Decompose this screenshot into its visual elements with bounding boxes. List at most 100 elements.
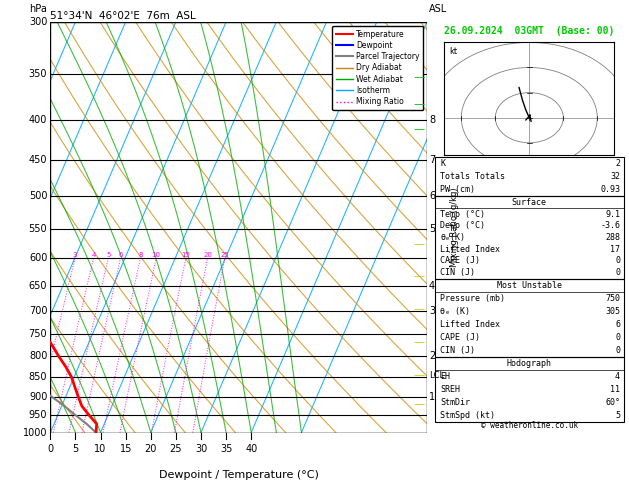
Bar xyxy=(435,157,624,196)
Text: 2: 2 xyxy=(429,351,435,362)
Text: 32: 32 xyxy=(610,173,620,181)
Text: CAPE (J): CAPE (J) xyxy=(440,332,481,342)
Text: 4: 4 xyxy=(91,252,96,258)
Text: 17: 17 xyxy=(610,245,620,254)
Text: —: — xyxy=(413,99,425,109)
Text: 1000: 1000 xyxy=(23,428,47,437)
Text: 5: 5 xyxy=(72,444,79,454)
Text: StmSpd (kt): StmSpd (kt) xyxy=(440,411,496,420)
Text: 300: 300 xyxy=(29,17,47,27)
Text: Pressure (mb): Pressure (mb) xyxy=(440,294,506,303)
Text: 7: 7 xyxy=(429,155,435,165)
Text: Dewp (°C): Dewp (°C) xyxy=(440,221,486,230)
Text: -3.6: -3.6 xyxy=(600,221,620,230)
Text: —: — xyxy=(413,399,425,409)
Text: 650: 650 xyxy=(29,280,47,291)
Text: —: — xyxy=(413,337,425,347)
Legend: Temperature, Dewpoint, Parcel Trajectory, Dry Adiabat, Wet Adiabat, Isotherm, Mi: Temperature, Dewpoint, Parcel Trajectory… xyxy=(332,26,423,110)
Text: 600: 600 xyxy=(29,253,47,263)
Text: —: — xyxy=(413,72,425,82)
Text: 6: 6 xyxy=(118,252,123,258)
Text: Dewpoint / Temperature (°C): Dewpoint / Temperature (°C) xyxy=(159,469,319,480)
Text: 26.09.2024  03GMT  (Base: 00): 26.09.2024 03GMT (Base: 00) xyxy=(444,26,615,36)
Text: SREH: SREH xyxy=(440,385,460,394)
Text: Surface: Surface xyxy=(512,198,547,207)
Text: Lifted Index: Lifted Index xyxy=(440,320,501,329)
Text: 25: 25 xyxy=(170,444,182,454)
Text: 6: 6 xyxy=(429,191,435,201)
Text: 0: 0 xyxy=(615,332,620,342)
Text: 450: 450 xyxy=(29,155,47,165)
Text: 950: 950 xyxy=(29,410,47,420)
Text: Totals Totals: Totals Totals xyxy=(440,173,506,181)
Text: 11: 11 xyxy=(610,385,620,394)
Text: —: — xyxy=(413,304,425,314)
Text: 4: 4 xyxy=(429,280,435,291)
Text: 800: 800 xyxy=(29,351,47,362)
Text: 8: 8 xyxy=(138,252,143,258)
Text: 60°: 60° xyxy=(605,398,620,407)
Text: 30: 30 xyxy=(195,444,207,454)
Text: Hodograph: Hodograph xyxy=(507,359,552,367)
Text: 25: 25 xyxy=(220,252,229,258)
Text: km
ASL: km ASL xyxy=(429,0,447,14)
Text: 1: 1 xyxy=(429,392,435,401)
Text: 288: 288 xyxy=(605,233,620,242)
Text: 5: 5 xyxy=(429,224,435,234)
Text: 5: 5 xyxy=(615,411,620,420)
Text: 750: 750 xyxy=(605,294,620,303)
Text: 350: 350 xyxy=(29,69,47,79)
Text: 0.93: 0.93 xyxy=(600,185,620,194)
Bar xyxy=(435,278,624,357)
Text: θₑ(K): θₑ(K) xyxy=(440,233,465,242)
Text: 750: 750 xyxy=(29,330,47,339)
Text: 0: 0 xyxy=(615,268,620,277)
Text: 0: 0 xyxy=(47,444,53,454)
Text: hPa: hPa xyxy=(30,4,47,14)
Text: 3: 3 xyxy=(429,306,435,316)
Text: 8: 8 xyxy=(429,115,435,125)
Text: 4: 4 xyxy=(615,372,620,381)
Text: 40: 40 xyxy=(245,444,257,454)
Text: CIN (J): CIN (J) xyxy=(440,268,476,277)
Text: 6: 6 xyxy=(615,320,620,329)
Text: 700: 700 xyxy=(29,306,47,316)
Text: —: — xyxy=(413,272,425,281)
Text: Temp (°C): Temp (°C) xyxy=(440,209,486,219)
Text: 10: 10 xyxy=(152,252,160,258)
Bar xyxy=(435,357,624,422)
Text: 35: 35 xyxy=(220,444,232,454)
Text: Mixing Ratio (g/kg): Mixing Ratio (g/kg) xyxy=(450,188,459,267)
Text: 305: 305 xyxy=(605,307,620,315)
Text: K: K xyxy=(440,159,445,168)
Text: 0: 0 xyxy=(615,257,620,265)
Text: —: — xyxy=(413,239,425,249)
Text: 0: 0 xyxy=(615,346,620,355)
Text: 3: 3 xyxy=(73,252,77,258)
Bar xyxy=(435,196,624,278)
Text: CIN (J): CIN (J) xyxy=(440,346,476,355)
Text: Lifted Index: Lifted Index xyxy=(440,245,501,254)
Text: θₑ (K): θₑ (K) xyxy=(440,307,470,315)
Text: Most Unstable: Most Unstable xyxy=(497,280,562,290)
Text: 20: 20 xyxy=(203,252,212,258)
Text: kt: kt xyxy=(449,47,457,56)
Text: LCL: LCL xyxy=(429,371,444,380)
Text: —: — xyxy=(413,370,425,380)
Text: 15: 15 xyxy=(181,252,190,258)
Text: © weatheronline.co.uk: © weatheronline.co.uk xyxy=(481,421,578,431)
Text: 15: 15 xyxy=(120,444,132,454)
Text: 550: 550 xyxy=(29,224,47,234)
Text: —: — xyxy=(413,123,425,134)
Text: 9.1: 9.1 xyxy=(605,209,620,219)
Text: 20: 20 xyxy=(145,444,157,454)
Text: StmDir: StmDir xyxy=(440,398,470,407)
Text: 500: 500 xyxy=(29,191,47,201)
Text: PW (cm): PW (cm) xyxy=(440,185,476,194)
Text: CAPE (J): CAPE (J) xyxy=(440,257,481,265)
Text: 51°34'N  46°02'E  76m  ASL: 51°34'N 46°02'E 76m ASL xyxy=(50,11,196,21)
Text: 400: 400 xyxy=(29,115,47,125)
Text: 850: 850 xyxy=(29,372,47,382)
Text: 900: 900 xyxy=(29,392,47,401)
Text: EH: EH xyxy=(440,372,450,381)
